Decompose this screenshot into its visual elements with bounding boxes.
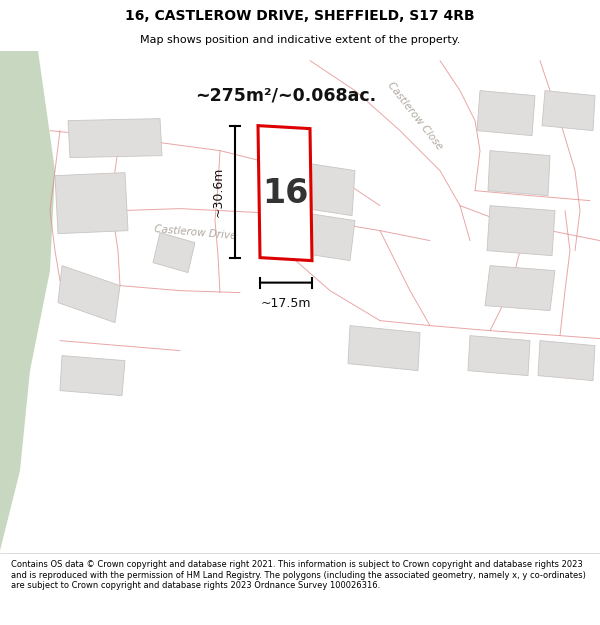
Polygon shape — [285, 211, 355, 261]
Polygon shape — [153, 232, 195, 272]
Polygon shape — [477, 91, 535, 136]
Polygon shape — [0, 51, 55, 551]
Polygon shape — [287, 161, 355, 216]
Text: Castlerow Drive: Castlerow Drive — [154, 224, 236, 241]
Text: Contains OS data © Crown copyright and database right 2021. This information is : Contains OS data © Crown copyright and d… — [11, 560, 586, 590]
Polygon shape — [468, 336, 530, 376]
Text: Castlerow Close: Castlerow Close — [386, 80, 445, 151]
Text: ~275m²/~0.068ac.: ~275m²/~0.068ac. — [195, 87, 376, 104]
Polygon shape — [485, 266, 555, 311]
Polygon shape — [542, 91, 595, 131]
Polygon shape — [538, 341, 595, 381]
Polygon shape — [258, 126, 312, 261]
Text: 16, CASTLEROW DRIVE, SHEFFIELD, S17 4RB: 16, CASTLEROW DRIVE, SHEFFIELD, S17 4RB — [125, 9, 475, 23]
Text: 16: 16 — [262, 177, 308, 209]
Text: Map shows position and indicative extent of the property.: Map shows position and indicative extent… — [140, 35, 460, 45]
Polygon shape — [58, 266, 120, 322]
Polygon shape — [488, 151, 550, 196]
Polygon shape — [68, 119, 162, 158]
Polygon shape — [55, 173, 128, 234]
Text: ~17.5m: ~17.5m — [261, 297, 311, 309]
Polygon shape — [60, 356, 125, 396]
Polygon shape — [487, 206, 555, 256]
Text: ~30.6m: ~30.6m — [212, 166, 225, 217]
Polygon shape — [348, 326, 420, 371]
